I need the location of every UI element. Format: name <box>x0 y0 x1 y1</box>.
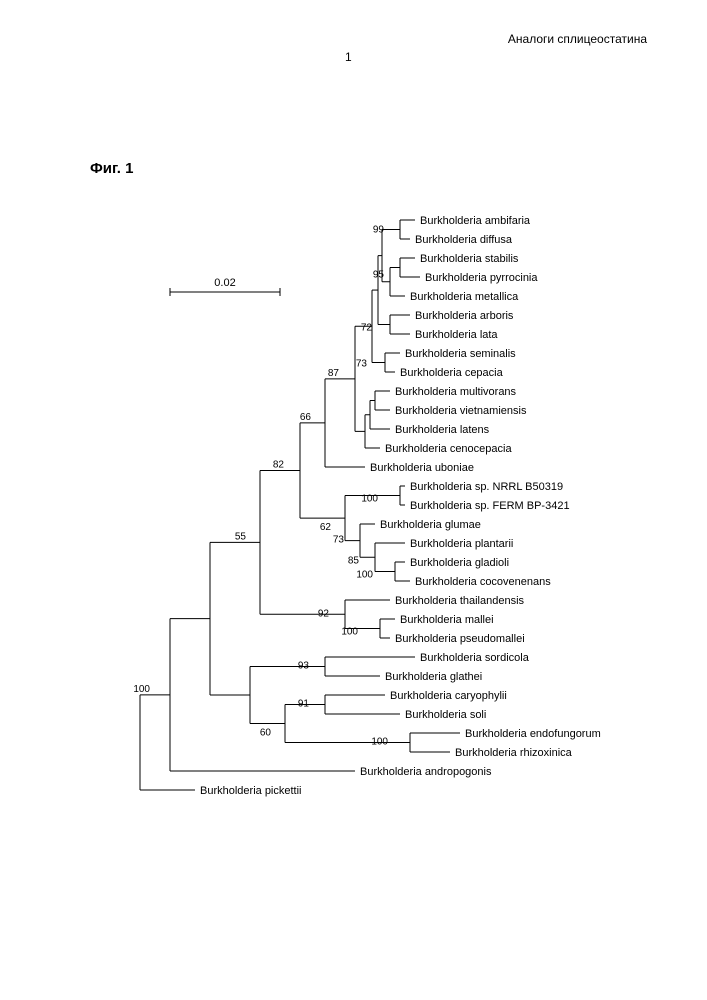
phylogenetic-tree: 9995727387661001008573628210092559391100… <box>60 200 660 900</box>
svg-text:Burkholderia soli: Burkholderia soli <box>405 709 486 721</box>
svg-text:Burkholderia lata: Burkholderia lata <box>415 329 498 341</box>
svg-text:0.02: 0.02 <box>214 277 235 289</box>
svg-text:Burkholderia uboniae: Burkholderia uboniae <box>370 462 474 474</box>
svg-text:82: 82 <box>273 459 285 470</box>
svg-text:Burkholderia metallica: Burkholderia metallica <box>410 291 519 303</box>
svg-text:Burkholderia seminalis: Burkholderia seminalis <box>405 348 516 360</box>
svg-text:100: 100 <box>356 570 373 581</box>
svg-text:Burkholderia cocovenenans: Burkholderia cocovenenans <box>415 576 551 588</box>
svg-text:Burkholderia sp. NRRL B50319: Burkholderia sp. NRRL B50319 <box>410 481 563 493</box>
svg-text:55: 55 <box>235 531 247 542</box>
svg-text:Burkholderia andropogonis: Burkholderia andropogonis <box>360 766 492 778</box>
svg-text:95: 95 <box>373 270 385 281</box>
svg-text:Burkholderia endofungorum: Burkholderia endofungorum <box>465 728 601 740</box>
svg-text:Burkholderia rhizoxinica: Burkholderia rhizoxinica <box>455 747 573 759</box>
svg-text:73: 73 <box>333 535 345 546</box>
svg-text:87: 87 <box>328 368 340 379</box>
svg-text:Burkholderia latens: Burkholderia latens <box>395 424 490 436</box>
svg-text:60: 60 <box>260 728 272 739</box>
svg-text:85: 85 <box>348 555 360 566</box>
svg-text:Burkholderia diffusa: Burkholderia diffusa <box>415 234 513 246</box>
svg-text:Burkholderia caryophylii: Burkholderia caryophylii <box>390 690 507 702</box>
svg-text:62: 62 <box>320 522 332 533</box>
svg-text:Burkholderia arboris: Burkholderia arboris <box>415 310 514 322</box>
svg-text:Burkholderia cenocepacia: Burkholderia cenocepacia <box>385 443 512 455</box>
svg-text:Burkholderia plantarii: Burkholderia plantarii <box>410 538 513 550</box>
svg-text:Burkholderia ambifaria: Burkholderia ambifaria <box>420 215 531 227</box>
svg-text:Burkholderia stabilis: Burkholderia stabilis <box>420 253 519 265</box>
svg-text:66: 66 <box>300 412 312 423</box>
svg-text:Burkholderia glathei: Burkholderia glathei <box>385 671 482 683</box>
svg-text:Burkholderia glumae: Burkholderia glumae <box>380 519 481 531</box>
svg-text:Burkholderia sordicola: Burkholderia sordicola <box>420 652 530 664</box>
header-subtitle: Аналоги сплицеостатина <box>508 32 647 46</box>
svg-text:Burkholderia vietnamiensis: Burkholderia vietnamiensis <box>395 405 527 417</box>
svg-text:72: 72 <box>361 323 373 334</box>
svg-text:Burkholderia sp. FERM BP-3421: Burkholderia sp. FERM BP-3421 <box>410 500 570 512</box>
figure-label: Фиг. 1 <box>90 160 133 177</box>
svg-text:Burkholderia gladioli: Burkholderia gladioli <box>410 557 509 569</box>
svg-text:100: 100 <box>133 684 150 695</box>
svg-text:Burkholderia pyrrocinia: Burkholderia pyrrocinia <box>425 272 538 284</box>
svg-text:Burkholderia mallei: Burkholderia mallei <box>400 614 494 626</box>
svg-text:Burkholderia thailandensis: Burkholderia thailandensis <box>395 595 525 607</box>
svg-text:73: 73 <box>356 359 368 370</box>
svg-text:Burkholderia cepacia: Burkholderia cepacia <box>400 367 504 379</box>
page-number: 1 <box>345 50 352 64</box>
svg-text:Burkholderia multivorans: Burkholderia multivorans <box>395 386 517 398</box>
svg-text:Burkholderia pseudomallei: Burkholderia pseudomallei <box>395 633 525 645</box>
svg-text:Burkholderia pickettii: Burkholderia pickettii <box>200 785 302 797</box>
